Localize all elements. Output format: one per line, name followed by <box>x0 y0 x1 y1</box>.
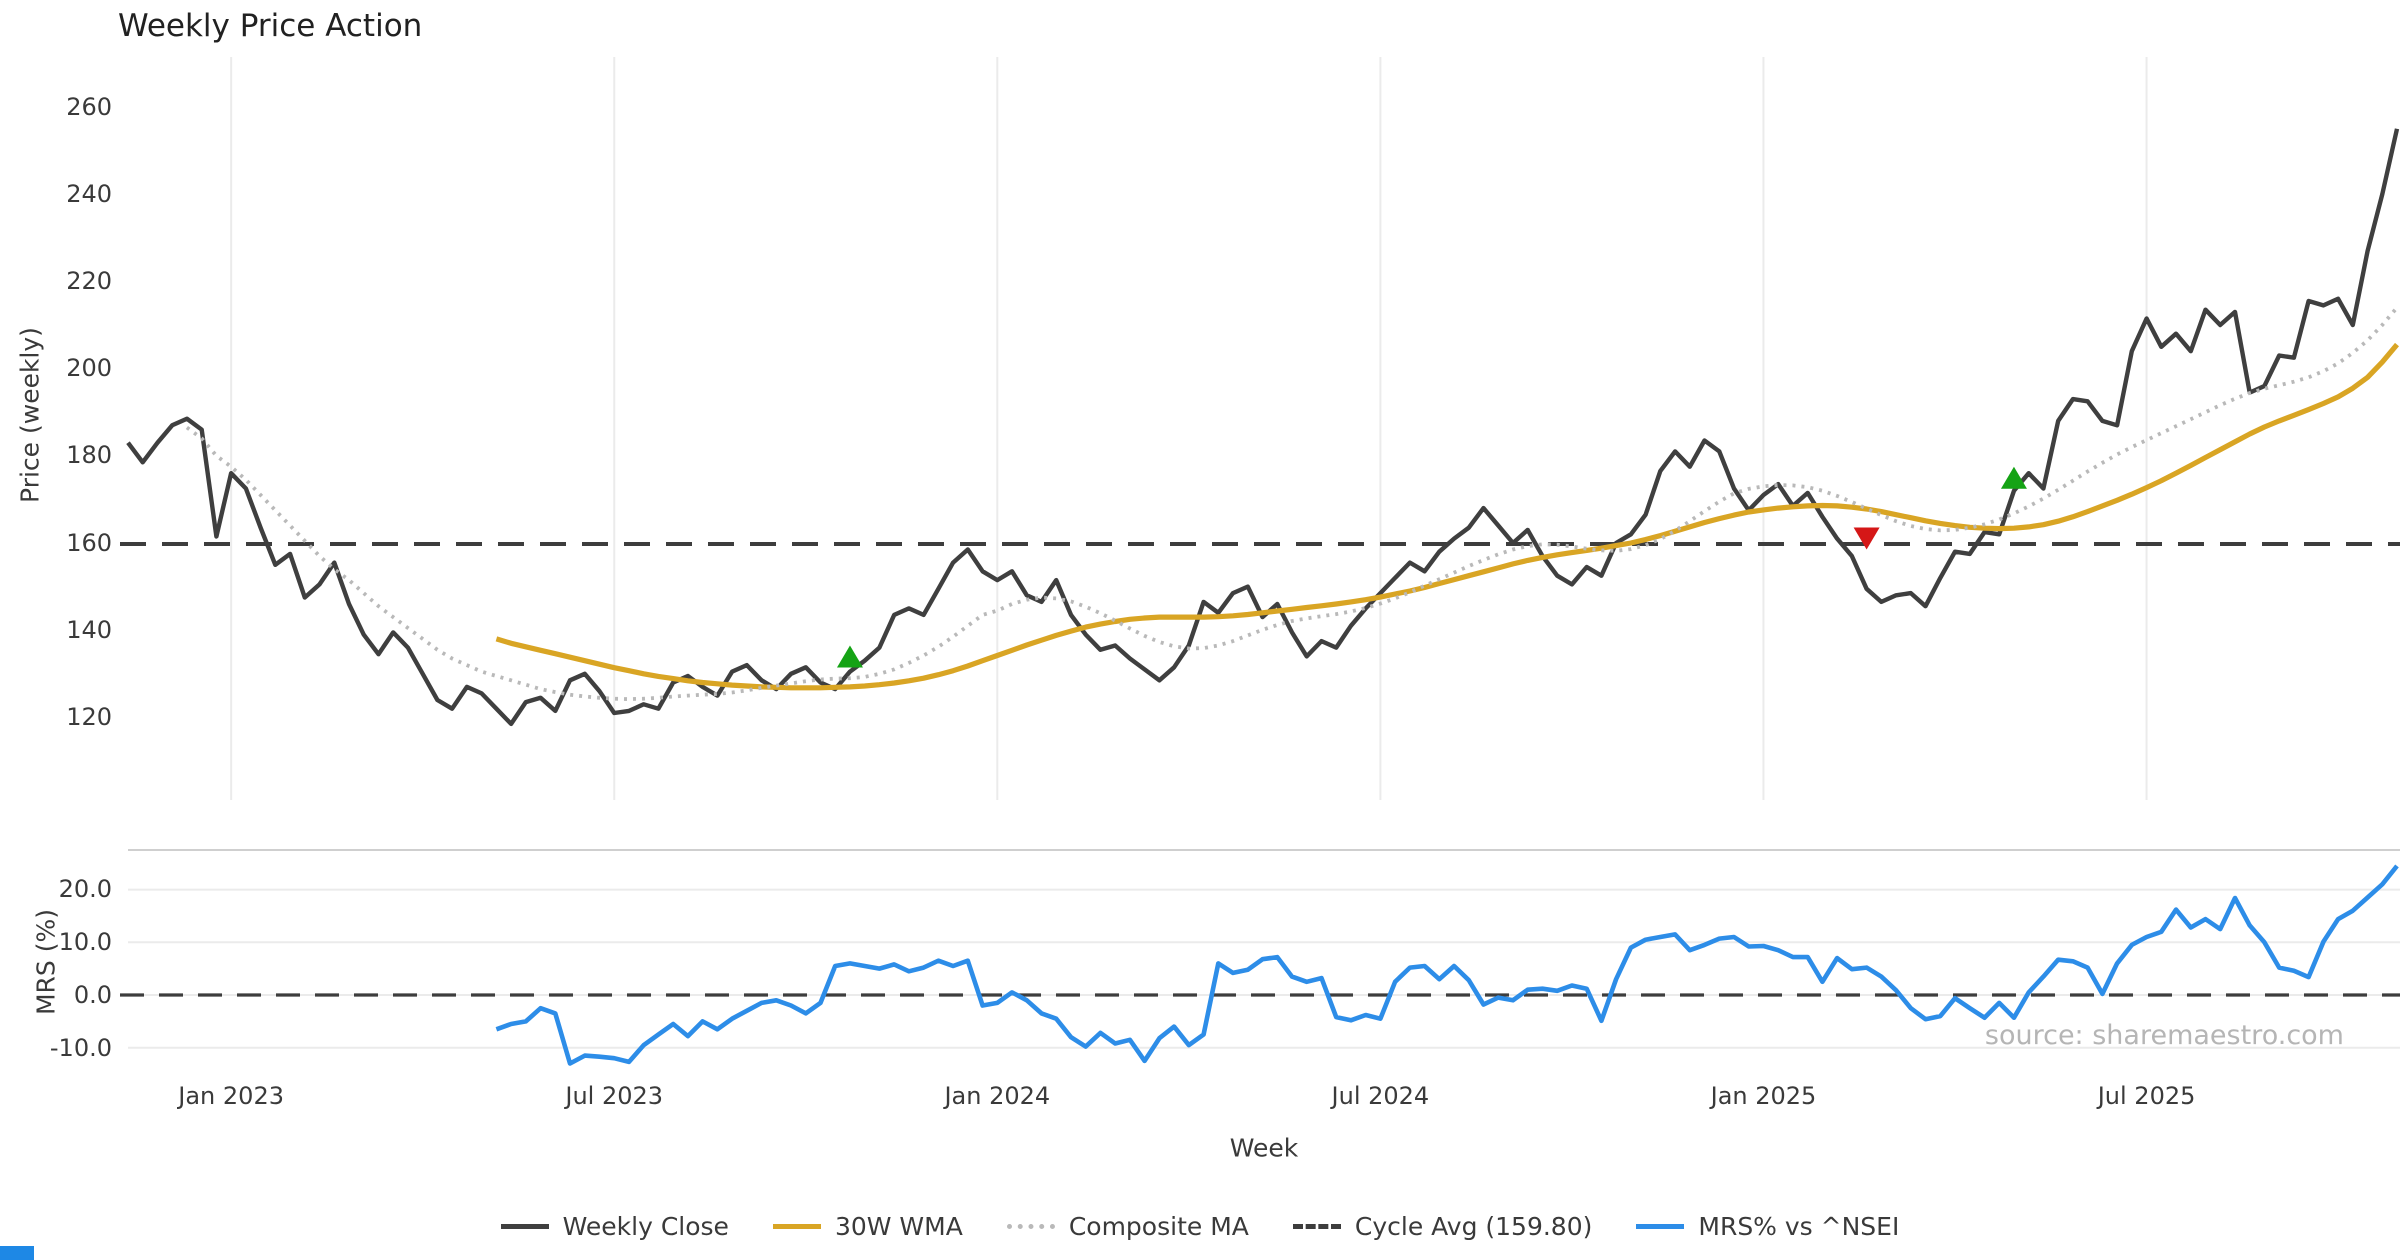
price-ytick: 240 <box>66 180 112 208</box>
wma-line <box>495 342 2399 691</box>
price-ytick: 140 <box>66 616 112 644</box>
legend-item-composite: Composite MA <box>1006 1212 1249 1241</box>
xtick-jan-2024: Jan 2024 <box>944 1082 1051 1110</box>
xtick-jul-2025: Jul 2025 <box>2097 1082 2196 1110</box>
legend-item-wma: 30W WMA <box>772 1212 963 1241</box>
price-vertical-gridlines <box>230 57 2148 800</box>
legend-item-cycle-avg: Cycle Avg (159.80) <box>1292 1212 1593 1241</box>
weekly-close-line <box>126 128 2400 727</box>
price-ytick: 260 <box>66 93 112 121</box>
source-watermark: source: sharemaestro.com <box>1984 1020 2344 1051</box>
sell-signal-marker <box>1853 527 1880 550</box>
price-ytick: 180 <box>66 441 112 469</box>
xtick-jul-2023: Jul 2023 <box>565 1082 664 1110</box>
video-progressbar-fragment <box>0 1246 34 1260</box>
cycle-avg-swatch <box>1292 1224 1341 1229</box>
composite-swatch <box>1006 1224 1055 1229</box>
buy-signal-marker <box>836 645 863 668</box>
chart-title: Weekly Price Action <box>118 8 423 44</box>
xtick-jan-2025: Jan 2025 <box>1710 1082 1817 1110</box>
legend-label: Weekly Close <box>562 1212 729 1241</box>
weekly-close-swatch <box>500 1224 549 1229</box>
price-ytick: 220 <box>66 267 112 295</box>
legend-label: MRS% vs ^NSEI <box>1698 1212 1900 1241</box>
legend-label: 30W WMA <box>834 1212 963 1241</box>
price-ytick: 120 <box>66 703 112 731</box>
price-ytick: 200 <box>66 354 112 382</box>
legend-item-mrs: MRS% vs ^NSEI <box>1636 1212 1899 1241</box>
legend: Weekly Close 30W WMA Composite MA Cycle … <box>0 1212 2400 1241</box>
mrs-line <box>495 864 2399 1066</box>
mrs-ytick: 20.0 <box>58 875 112 903</box>
legend-item-weekly-close: Weekly Close <box>500 1212 729 1241</box>
mrs-swatch <box>1636 1224 1685 1229</box>
legend-label: Cycle Avg (159.80) <box>1354 1212 1593 1241</box>
mrs-ytick: 0.0 <box>73 981 112 1009</box>
x-axis-label: Week <box>1229 1133 1299 1163</box>
composite-ma-line <box>185 306 2399 702</box>
legend-label: Composite MA <box>1068 1212 1249 1241</box>
wma-swatch <box>772 1224 821 1229</box>
buy-signal-marker <box>2000 466 2027 489</box>
xtick-jul-2024: Jul 2024 <box>1331 1082 1430 1110</box>
mrs-ytick: 10.0 <box>58 928 112 956</box>
price-ytick: 160 <box>66 529 112 557</box>
mrs-ytick: -10.0 <box>49 1034 112 1062</box>
xtick-jan-2023: Jan 2023 <box>178 1082 284 1110</box>
